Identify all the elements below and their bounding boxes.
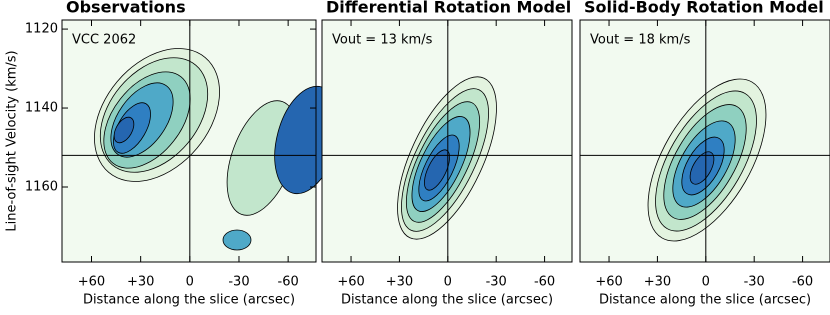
x-tick-label: +30 — [644, 275, 671, 290]
panel: Solid-Body Rotation Model Vout = 18 km/s +… — [579, 0, 830, 308]
x-tick-label: -30 — [744, 275, 765, 290]
x-tick-label: +60 — [78, 275, 105, 290]
x-tick-label: 0 — [444, 275, 452, 290]
x-tick-label: +60 — [337, 275, 364, 290]
x-tick-label: 0 — [702, 275, 710, 290]
panel: Differential Rotation Model Vout = 13 km/… — [321, 0, 573, 308]
x-tick-label: +30 — [386, 275, 413, 290]
annotation: VCC 2062 — [72, 33, 136, 48]
x-tick-label: -60 — [278, 275, 299, 290]
x-tick-label: -30 — [486, 275, 507, 290]
contour-level — [689, 151, 715, 185]
x-axis-label: Distance along the slice (arcsec) — [599, 293, 811, 308]
frame — [321, 19, 573, 263]
x-tick-label: -60 — [792, 275, 813, 290]
panel: Observations VCC 2062 +60 +30 0 -30 -60 1120 114… — [5, 0, 340, 308]
contour-level — [222, 229, 252, 251]
contour-level — [113, 116, 135, 144]
x-tick-label: +30 — [127, 275, 154, 290]
y-tick-label: 1120 — [25, 22, 58, 37]
y-tick-label: 1160 — [25, 179, 58, 194]
x-tick-label: +60 — [595, 275, 622, 290]
panel-title: Solid-Body Rotation Model — [584, 0, 824, 17]
y-axis-label: Line-of-sight Velocity (km/s) — [5, 50, 20, 231]
contour-level — [424, 149, 450, 191]
panel-title: Differential Rotation Model — [326, 0, 571, 17]
y-tick-label: 1140 — [25, 101, 58, 116]
x-tick-label: 0 — [186, 275, 194, 290]
annotation: Vout = 13 km/s — [332, 33, 433, 48]
x-axis-label: Distance along the slice (arcsec) — [83, 293, 295, 308]
panel-title: Observations — [66, 0, 186, 17]
x-tick-label: -30 — [228, 275, 249, 290]
annotation: Vout = 18 km/s — [590, 33, 691, 48]
frame — [61, 19, 317, 263]
x-tick-label: -60 — [534, 275, 555, 290]
x-axis-label: Distance along the slice (arcsec) — [341, 293, 553, 308]
frame — [579, 19, 830, 263]
